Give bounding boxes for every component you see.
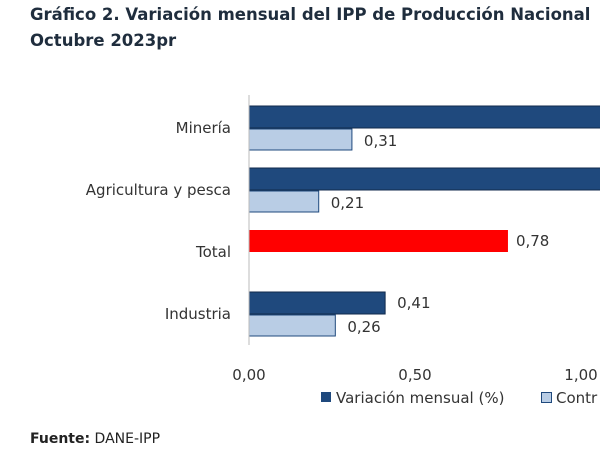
- bar-contribucion: [248, 314, 336, 337]
- bar-total: [249, 230, 508, 252]
- source-value: DANE-IPP: [94, 431, 161, 447]
- data-label: 0,41: [397, 294, 430, 312]
- data-label: 0,26: [347, 318, 380, 336]
- bar-contribucion: [248, 128, 353, 151]
- category-label: Minería: [176, 119, 231, 137]
- legend-swatch-contribucion: [541, 392, 552, 403]
- category-label: Industria: [165, 305, 231, 323]
- source-label: Fuente:: [30, 431, 91, 447]
- data-label: 0,31: [364, 132, 397, 150]
- bar-variacion: [248, 167, 600, 191]
- x-tick-label: 1,00: [564, 366, 597, 384]
- category-label: Agricultura y pesca: [86, 181, 231, 199]
- bar-variacion: [248, 105, 600, 129]
- data-label: 0,78: [516, 232, 549, 250]
- chart-title: Gráfico 2. Variación mensual del IPP de …: [30, 5, 591, 24]
- bar-variacion: [248, 291, 386, 315]
- x-tick-label: 0,00: [232, 366, 265, 384]
- data-label: 0,21: [331, 194, 364, 212]
- bar-contribucion: [248, 190, 320, 213]
- legend-swatch-variacion: [321, 392, 331, 402]
- x-tick-label: 0,50: [398, 366, 431, 384]
- category-label: Total: [195, 243, 231, 261]
- legend-label-contribucion: Contr: [556, 389, 598, 407]
- legend-label-variacion: Variación mensual (%): [336, 389, 504, 407]
- source-note: Fuente: DANE-IPP: [30, 431, 160, 447]
- chart-subtitle: Octubre 2023pr: [30, 31, 177, 50]
